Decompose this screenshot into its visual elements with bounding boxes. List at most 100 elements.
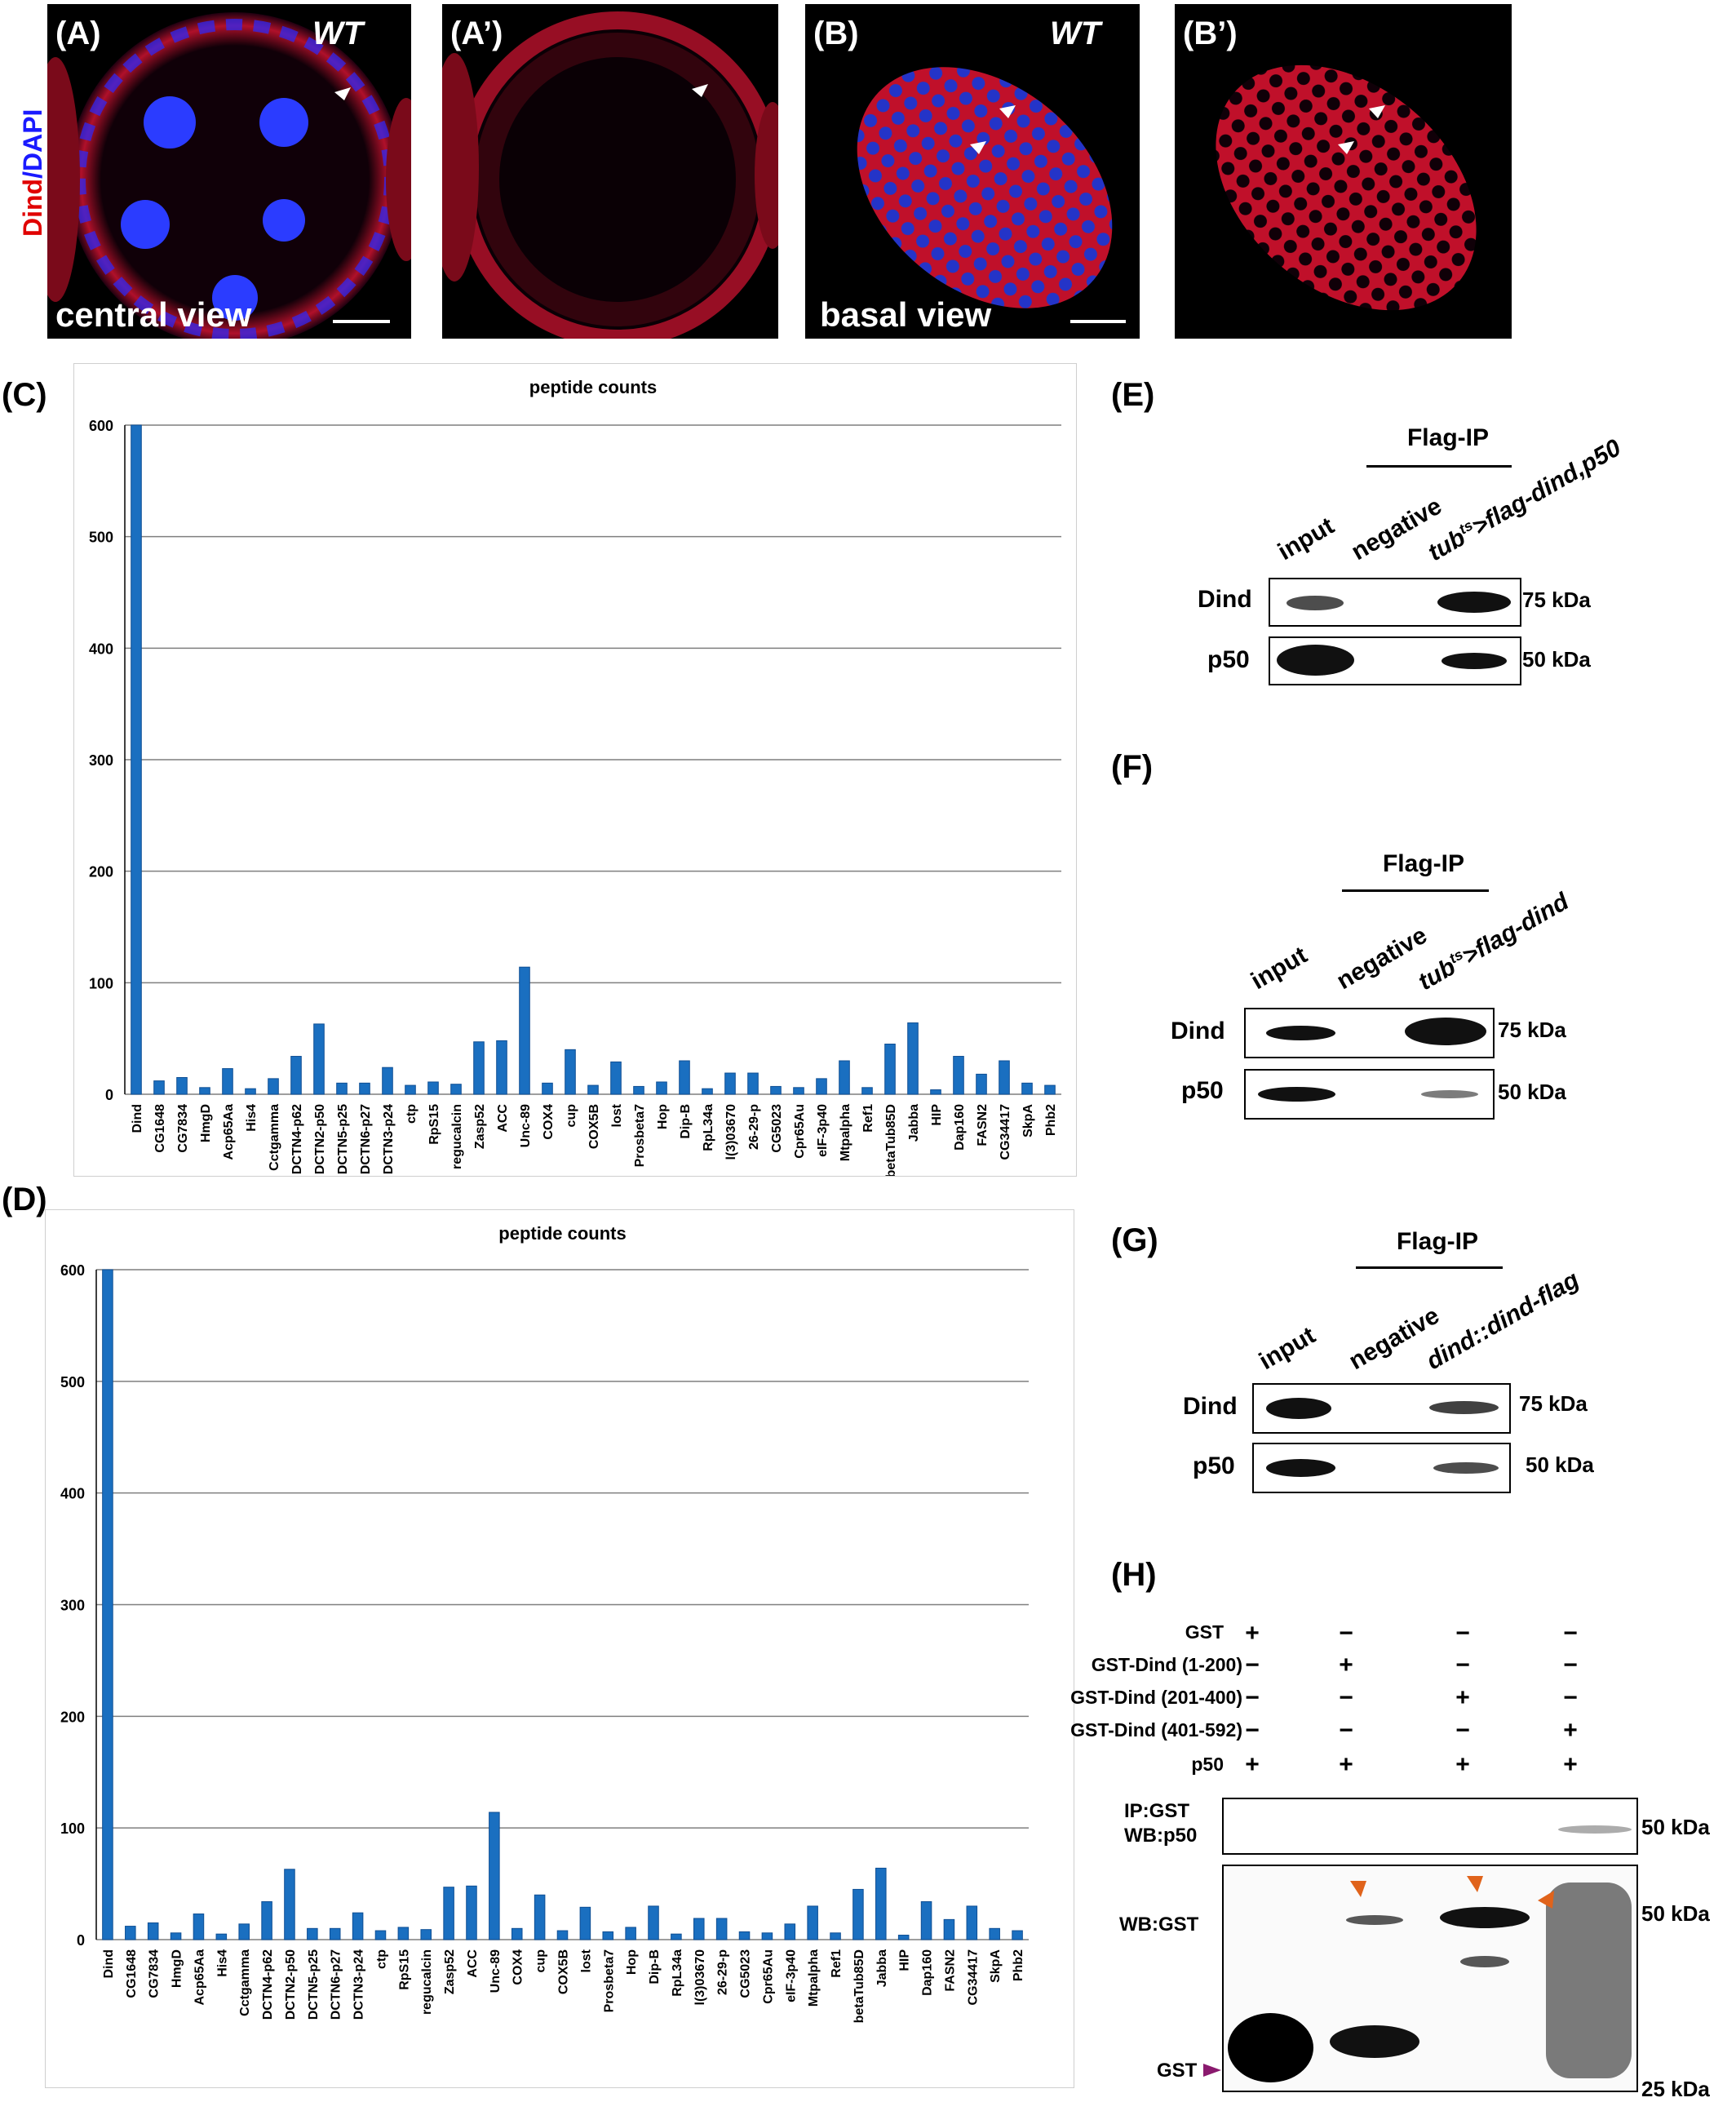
gst-sign: −	[1245, 1652, 1260, 1678]
y-tick-label: 100	[60, 1820, 85, 1837]
x-tick-label: lost	[579, 1949, 593, 1972]
panel-label-b: (B)	[813, 16, 859, 51]
gst-sign: −	[1245, 1717, 1260, 1744]
panel-label-f: (F)	[1111, 749, 1154, 785]
band-g-dind-input	[1266, 1398, 1331, 1419]
x-tick-label: CG1648	[125, 1949, 139, 1998]
x-tick-label: His4	[215, 1949, 229, 1977]
gst-sign: −	[1339, 1684, 1353, 1711]
bar	[125, 1926, 136, 1940]
gst-sign: −	[1563, 1684, 1578, 1711]
bar	[724, 1072, 736, 1095]
gst-sign: +	[1339, 1652, 1353, 1678]
x-tick-label: CG7834	[176, 1104, 190, 1153]
x-tick-label: regucalcin	[420, 1949, 434, 2015]
gst-sign: +	[1245, 1620, 1260, 1647]
x-tick-label: Ref1	[830, 1949, 844, 1978]
x-tick-label: RpS15	[397, 1949, 411, 1990]
gst-sign: −	[1455, 1652, 1470, 1678]
x-tick-label: RpL34a	[702, 1104, 715, 1151]
wb-p50-label: WB:p50	[1124, 1825, 1198, 1847]
x-tick-label: COX5B	[557, 1949, 571, 1994]
x-tick-label: Jabba	[907, 1104, 921, 1142]
kda-75-f: 75 kDa	[1498, 1018, 1566, 1042]
bar	[907, 1022, 919, 1095]
x-tick-label: DCTN3-p24	[352, 1949, 366, 2020]
lane-flag-dind-f: tubts>flag-dind	[1414, 887, 1574, 996]
bar	[793, 1087, 804, 1095]
bar	[466, 1885, 477, 1940]
chart-title: peptide counts	[529, 377, 657, 397]
x-tick-label: RpL34a	[671, 1949, 684, 1997]
x-tick-label: Acp65Aa	[193, 1949, 206, 2006]
wt-label-a: WT	[312, 16, 364, 51]
x-tick-label: Cctgamma	[238, 1949, 252, 2016]
x-tick-label: cup	[534, 1949, 548, 1973]
bar	[290, 1056, 302, 1095]
bar	[839, 1060, 850, 1095]
band-g-p50-ip	[1433, 1462, 1499, 1474]
x-tick-label: Acp65Aa	[222, 1104, 236, 1160]
band-h-gst-lane1	[1228, 2013, 1313, 2082]
bar	[747, 1072, 759, 1095]
gst-sign: +	[1245, 1751, 1260, 1778]
gst-sign: −	[1339, 1717, 1353, 1744]
lane-dind-flag-g: dind::dind-flag	[1422, 1266, 1584, 1376]
kda-50-g: 50 kDa	[1526, 1452, 1594, 1477]
y-tick-label: 200	[89, 864, 113, 880]
blot-dind-e	[1269, 578, 1521, 627]
gst-sign: −	[1245, 1684, 1260, 1711]
bar	[770, 1085, 782, 1095]
row-dind-g: Dind	[1183, 1393, 1238, 1420]
x-tick-label: DCTN5-p25	[307, 1949, 321, 2020]
bar	[943, 1918, 955, 1940]
wt-label-b: WT	[1050, 16, 1101, 51]
x-tick-label: Unc-89	[489, 1949, 503, 1993]
x-tick-label: Prosbeta7	[602, 1949, 616, 2012]
bar	[473, 1041, 485, 1095]
band-h-lane3-main	[1440, 1907, 1530, 1928]
micro-panel-b-prime: (B’)	[1175, 4, 1512, 339]
x-tick-label: betaTub85D	[852, 1949, 866, 2023]
bar	[222, 1068, 233, 1095]
chart-d-svg: peptide counts 0 100 200 300 400 500 600 Dind CG1…	[60, 1223, 1029, 2023]
kda-50-h-top: 50 kDa	[1641, 1815, 1710, 1839]
bar	[953, 1056, 964, 1095]
chart-c: peptide counts 0 100 200 300 400 500 600 Dind CG1…	[73, 363, 1077, 1177]
x-tick-label: CG5023	[770, 1104, 784, 1153]
blot-p50-g	[1252, 1443, 1511, 1493]
row-p50-f: p50	[1181, 1077, 1224, 1104]
x-tick-label: Cctgamma	[268, 1104, 281, 1171]
bar	[397, 1927, 410, 1940]
x-tick-label: ACC	[496, 1104, 510, 1133]
bar	[245, 1088, 256, 1095]
band-g-p50-input	[1266, 1459, 1335, 1477]
row-dind-f: Dind	[1171, 1018, 1225, 1044]
bar	[284, 1869, 295, 1940]
bar	[519, 966, 530, 1095]
gst-sign: −	[1563, 1620, 1578, 1647]
flag-ip-label-e: Flag-IP	[1406, 424, 1489, 451]
row-dind-e: Dind	[1198, 586, 1252, 613]
bar	[382, 1067, 393, 1095]
bar	[602, 1931, 614, 1940]
x-tick-label: ctp	[405, 1104, 418, 1124]
bar	[989, 1927, 1000, 1940]
bar	[489, 1812, 500, 1940]
gst-sign: +	[1455, 1684, 1470, 1711]
bar	[784, 1923, 796, 1940]
x-tick-label: DCTN5-p25	[336, 1104, 350, 1174]
gst-row-label-0: GST	[1185, 1621, 1224, 1643]
dapi-label: /DAPI	[18, 109, 47, 179]
x-tick-label: HmgD	[170, 1949, 184, 1988]
bar	[565, 1049, 576, 1095]
bar	[738, 1931, 751, 1940]
flag-ip-line-e	[1366, 465, 1512, 468]
gst-sign: +	[1339, 1751, 1353, 1778]
bar	[702, 1088, 713, 1095]
y-tick-label: 200	[60, 1709, 85, 1725]
bar	[199, 1087, 210, 1095]
band-e-dind-input	[1286, 596, 1344, 610]
gst-sign: −	[1563, 1652, 1578, 1678]
x-tick-label: eIF-3p40	[816, 1104, 830, 1157]
